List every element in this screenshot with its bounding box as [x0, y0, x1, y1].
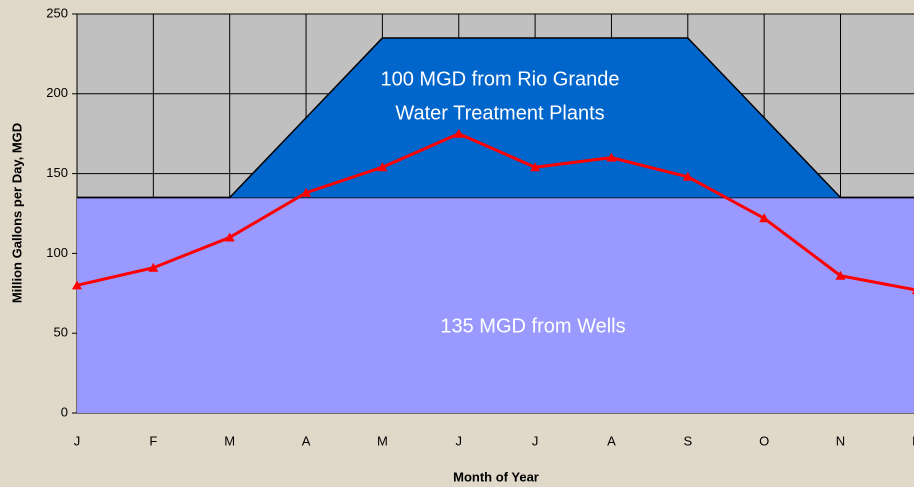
x-tick-label: M [224, 433, 235, 448]
marker [530, 162, 541, 172]
y-tick-label: 200 [46, 85, 68, 100]
x-tick-label: F [149, 433, 157, 448]
marker [835, 270, 846, 280]
y-tick-label: 50 [54, 325, 68, 340]
y-tick-label: 100 [46, 245, 68, 260]
annotation: 135 MGD from Wells [440, 315, 625, 337]
marker [759, 213, 770, 223]
marker [72, 280, 82, 290]
x-tick-label: J [456, 433, 463, 448]
marker [224, 232, 235, 242]
x-tick-label: M [377, 433, 388, 448]
x-tick-label: S [683, 433, 692, 448]
x-tick-label: A [302, 433, 311, 448]
marker [377, 162, 388, 172]
line [76, 132, 914, 292]
marker [606, 152, 617, 162]
area [77, 37, 914, 198]
x-tick-label: J [532, 433, 539, 448]
x-axis-title: Month of Year [453, 469, 539, 484]
x-tick-label: A [607, 433, 616, 448]
marker [682, 171, 693, 181]
lines [72, 128, 914, 295]
x-tick-label: N [836, 433, 845, 448]
x-tick-label: J [74, 433, 81, 448]
marker [148, 262, 159, 272]
x-tick-label: O [759, 433, 769, 448]
areas [77, 37, 914, 413]
annotation: 100 MGD from Rio Grande [381, 68, 620, 90]
marker [911, 290, 914, 295]
area [77, 197, 914, 413]
y-tick-label: 250 [46, 5, 68, 20]
x-tick-label: D [912, 433, 914, 448]
y-tick-label: 150 [46, 165, 68, 180]
labels: 0 50 100 150 200 250 J F M A M J J A S O N D [46, 5, 914, 448]
y-tick-label: 0 [61, 404, 68, 419]
y-axis-title: Million Gallons per Day, MGD [9, 123, 24, 303]
area-edge [77, 37, 914, 199]
annotation: Water Treatment Plants [395, 102, 604, 124]
marker [453, 128, 464, 138]
marker [301, 187, 312, 197]
